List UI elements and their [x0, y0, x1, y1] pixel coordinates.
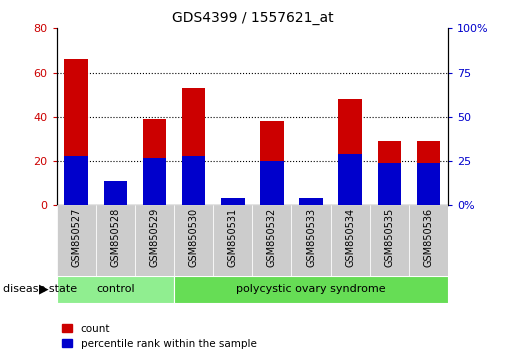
Bar	[182, 156, 205, 205]
Bar	[370, 205, 409, 276]
Bar	[331, 205, 370, 276]
Bar	[377, 163, 401, 205]
Bar	[338, 154, 362, 205]
Bar	[299, 198, 323, 205]
Bar	[174, 205, 213, 276]
Bar	[417, 141, 440, 205]
Text: GSM850531: GSM850531	[228, 207, 238, 267]
Text: disease state: disease state	[3, 284, 77, 295]
Bar	[57, 205, 96, 276]
Bar	[143, 158, 166, 205]
Bar	[221, 201, 245, 205]
Bar	[135, 205, 174, 276]
Text: GSM850528: GSM850528	[110, 207, 121, 267]
Bar	[57, 276, 174, 303]
Bar	[104, 185, 127, 205]
Legend: count, percentile rank within the sample: count, percentile rank within the sample	[62, 324, 256, 349]
Bar	[64, 59, 88, 205]
Bar	[338, 99, 362, 205]
Bar	[377, 141, 401, 205]
Text: GSM850529: GSM850529	[149, 207, 160, 267]
Bar	[299, 199, 323, 205]
Bar	[174, 276, 448, 303]
Text: GSM850527: GSM850527	[71, 207, 81, 267]
Text: GSM850533: GSM850533	[306, 207, 316, 267]
Bar	[182, 88, 205, 205]
Bar	[96, 205, 135, 276]
Text: polycystic ovary syndrome: polycystic ovary syndrome	[236, 284, 386, 295]
Bar	[417, 163, 440, 205]
Bar	[409, 205, 448, 276]
Bar	[260, 121, 284, 205]
Bar	[252, 205, 291, 276]
Text: GSM850530: GSM850530	[188, 207, 199, 267]
Bar	[64, 156, 88, 205]
Text: GSM850534: GSM850534	[345, 207, 355, 267]
Text: control: control	[96, 284, 135, 295]
Text: GSM850536: GSM850536	[423, 207, 434, 267]
Text: GSM850532: GSM850532	[267, 207, 277, 267]
Bar	[213, 205, 252, 276]
Text: GSM850535: GSM850535	[384, 207, 394, 267]
Bar	[260, 161, 284, 205]
Text: ▶: ▶	[39, 283, 48, 296]
Bar	[143, 119, 166, 205]
Bar	[221, 198, 245, 205]
Bar	[291, 205, 331, 276]
Title: GDS4399 / 1557621_at: GDS4399 / 1557621_at	[171, 11, 333, 24]
Bar	[104, 181, 127, 205]
